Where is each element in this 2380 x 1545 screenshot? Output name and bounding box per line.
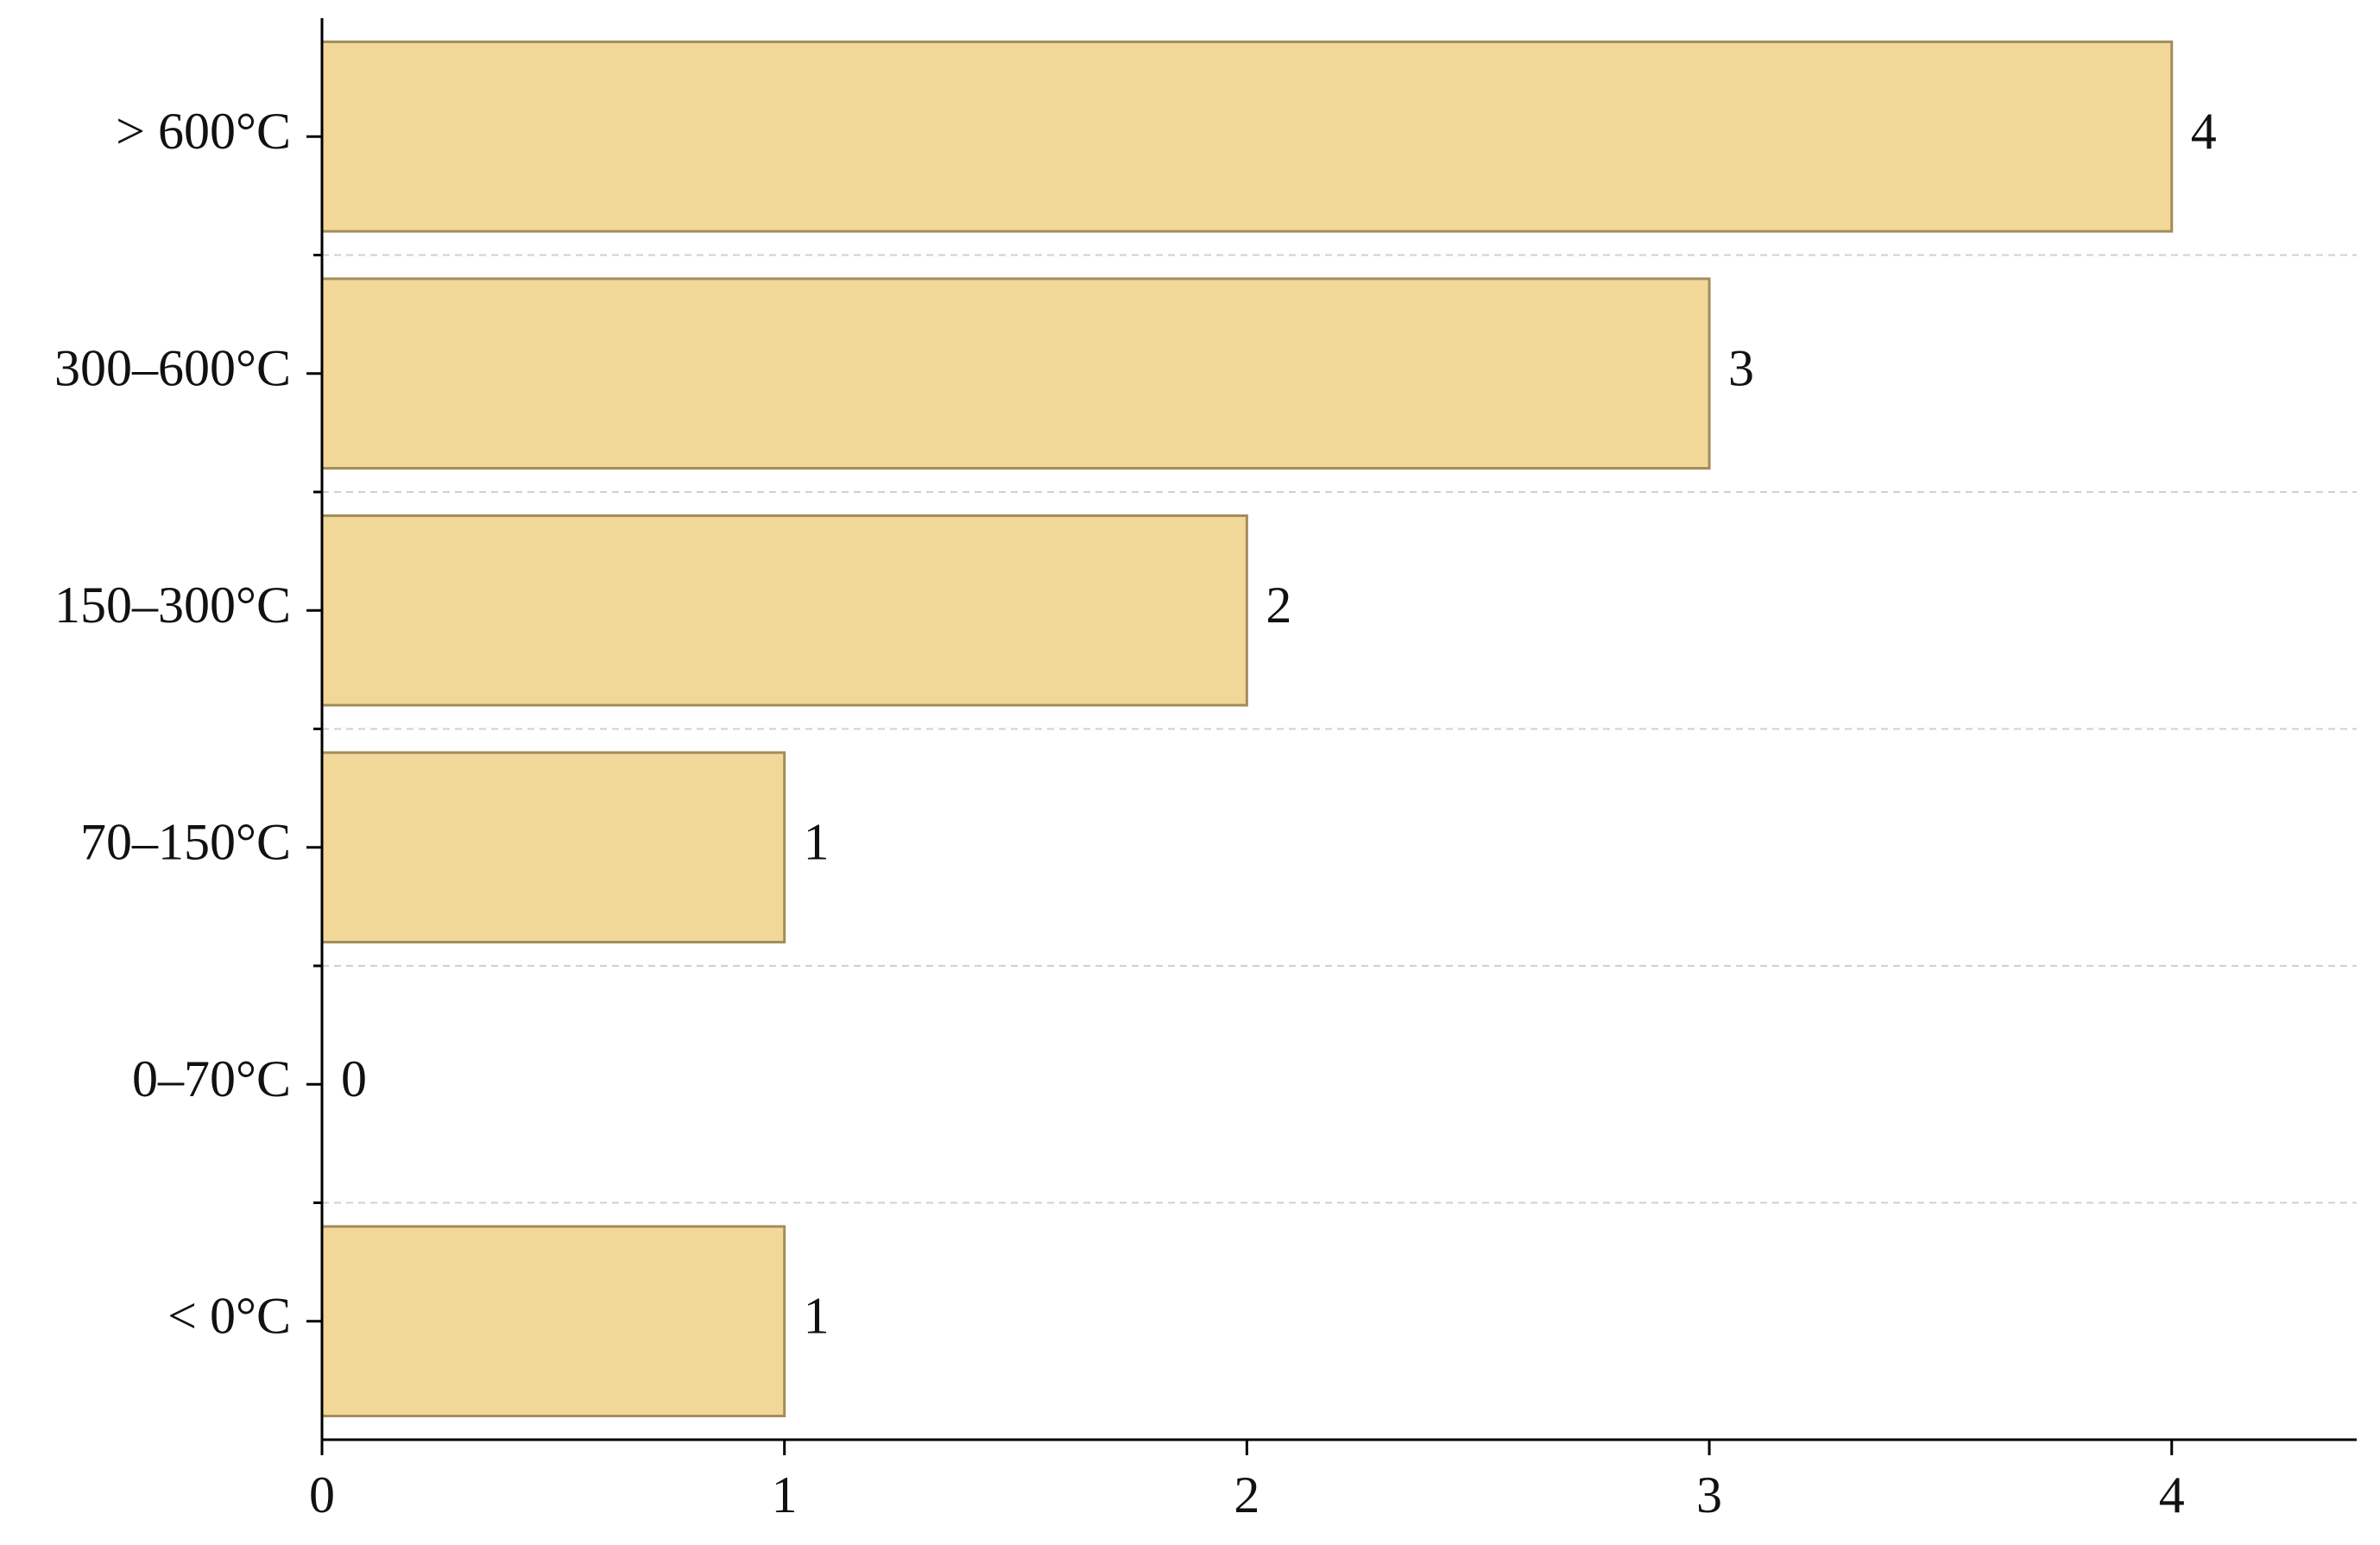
bar [320, 277, 1711, 470]
value-label: 3 [1728, 340, 1754, 397]
bar [320, 40, 2174, 233]
value-label: 4 [2191, 103, 2217, 160]
y-tick-label: 150–300°C [54, 577, 291, 634]
value-label: 1 [804, 814, 830, 871]
value-label: 1 [804, 1288, 830, 1345]
value-label: 2 [1266, 577, 1291, 634]
bar [320, 1225, 786, 1418]
value-label: 0 [341, 1050, 367, 1107]
x-tick-label: 3 [1696, 1466, 1722, 1523]
y-tick-label: 0–70°C [132, 1050, 291, 1107]
y-tick-label: > 600°C [116, 103, 291, 160]
y-tick-label: 300–600°C [54, 340, 291, 397]
bar [320, 751, 786, 944]
x-tick-label: 1 [772, 1466, 798, 1523]
y-tick-label: < 0°C [167, 1288, 291, 1345]
x-tick-label: 2 [1234, 1466, 1259, 1523]
x-tick-label: 0 [309, 1466, 335, 1523]
x-tick-label: 4 [2159, 1466, 2185, 1523]
y-tick-label: 70–150°C [80, 814, 291, 871]
bar [320, 514, 1248, 707]
